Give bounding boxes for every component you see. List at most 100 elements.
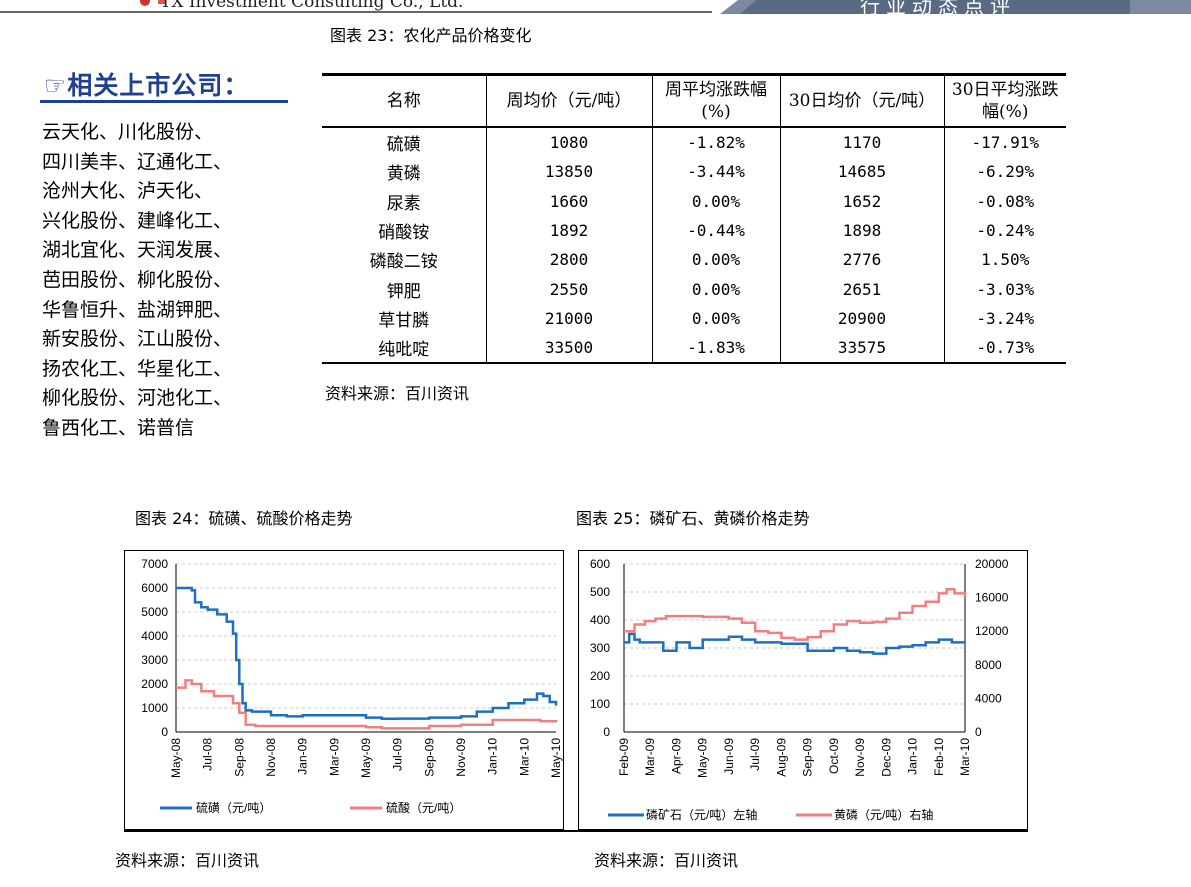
x-tick-label: Apr-09 (669, 738, 683, 774)
company-line: 华鲁恒升、盐湖钾肥、 (42, 298, 233, 321)
title-underline (40, 100, 288, 103)
series-line-yellow-phosphorus (624, 587, 967, 641)
series-line-phosphate-rock (624, 632, 965, 655)
product-name: 尿素 (386, 193, 421, 214)
table-row: 硫磺 1080 -1.82% 1170 -17.91% (322, 127, 1066, 158)
product-name: 硫磺 (386, 135, 421, 156)
table-row: 黄磷 13850 -3.44% 14685 -6.29% (322, 157, 1066, 187)
product-name: 钾肥 (386, 281, 421, 302)
chart24-source: 资料来源：百川资讯 (115, 851, 260, 870)
x-tick-label: Mar-10 (517, 738, 531, 776)
y-tick-label: 0 (161, 725, 168, 739)
weekly-price: 1892 (485, 215, 652, 246)
product-name: 磷酸二铵 (369, 252, 438, 273)
x-tick-label: Nov-08 (264, 738, 278, 777)
x-tick-label: Sep-09 (801, 738, 815, 777)
y-right-tick-label: 8000 (975, 658, 1002, 672)
weekly-price: 1660 (485, 186, 652, 216)
x-tick-label: Aug-09 (774, 738, 788, 777)
company-line: 云天化、川化股份、 (42, 121, 214, 143)
30day-price: 1898 (779, 215, 944, 246)
series-line-sulfuric-acid (176, 679, 558, 730)
x-tick-label: Mar-10 (958, 738, 972, 776)
x-tick-label: Jul-09 (748, 738, 762, 771)
30day-price: 2776 (779, 245, 944, 275)
legend-label: 磷矿石（元/吨）左轴 (646, 807, 757, 822)
y-tick-label: 3000 (141, 653, 168, 667)
table-header-row: 名称 周均价（元/吨） 周平均涨跌幅(%) 30日均价（元/吨） 30日平均涨跌… (322, 74, 1066, 127)
y-tick-label: 5000 (141, 605, 168, 619)
x-tick-label: May-09 (359, 738, 373, 778)
x-tick-label: Sep-08 (232, 738, 246, 777)
y-tick-label: 2000 (141, 677, 168, 691)
x-tick-label: Feb-10 (932, 738, 946, 776)
weekly-price: 33500 (485, 333, 652, 364)
y-left-tick-label: 200 (590, 669, 610, 683)
related-companies-title: ☞相关上市公司： (44, 71, 250, 100)
company-line: 扬农化工、华星化工、 (42, 357, 233, 380)
legend-label: 硫酸（元/吨） (386, 800, 461, 815)
header-weekly-change: 周平均涨跌幅(%) (651, 74, 780, 127)
weekly-price: 2800 (485, 245, 652, 275)
company-line: 新安股份、江山股份、 (42, 328, 233, 351)
weekly-price: 2550 (485, 274, 652, 304)
x-tick-label: Feb-09 (617, 738, 631, 776)
30day-price: 14685 (779, 157, 944, 187)
table-row: 尿素 1660 0.00% 1652 -0.08% (322, 186, 1066, 216)
chart-frame (124, 550, 564, 830)
table-source: 资料来源：百川资讯 (325, 384, 470, 403)
weekly-price: 1080 (485, 127, 652, 158)
company-line: 鲁西化工、诺普信 (42, 416, 195, 439)
series-line-sulfur (176, 586, 558, 721)
x-tick-label: Nov-09 (853, 738, 867, 777)
table-row: 硝酸铵 1892 -0.44% 1898 -0.24% (322, 215, 1066, 246)
y-left-tick-label: 500 (590, 585, 610, 599)
phosphate-price-chart: 0 100 200 300 400 500 600 0 4000 8000 12000 16000 20… (578, 550, 1028, 830)
header-name: 名称 (386, 91, 421, 111)
product-name: 黄磷 (386, 164, 421, 185)
table-row: 纯吡啶 33500 -1.83% 33575 -0.73% (322, 333, 1066, 364)
header-30day-change: 30日平均涨跌幅(%) (943, 74, 1066, 127)
weekly-price: 21000 (485, 303, 652, 334)
y-tick-label: 1000 (141, 701, 168, 715)
y-right-tick-label: 12000 (975, 624, 1009, 638)
chart24-caption: 图表 24：硫磺、硫酸价格走势 (135, 509, 353, 528)
x-tick-label: Mar-09 (643, 738, 657, 776)
x-tick-label: May-09 (696, 738, 710, 778)
y-tick-label: 4000 (141, 629, 168, 643)
table-caption: 图表 23：农化产品价格变化 (330, 26, 532, 45)
30day-change: -17.91% (943, 127, 1066, 158)
table-row: 钾肥 2550 0.00% 2651 -3.03% (322, 274, 1066, 304)
legend-label: 硫磺（元/吨） (196, 800, 271, 815)
company-line: 兴化股份、建峰化工、 (42, 209, 233, 232)
chart25-caption: 图表 25：磷矿石、黄磷价格走势 (576, 509, 810, 528)
weekly-change: 0.00% (651, 245, 780, 275)
30day-change: -0.08% (943, 186, 1066, 216)
30day-change: -3.03% (943, 274, 1066, 304)
company-line: 柳化股份、河池化工、 (42, 387, 233, 410)
x-tick-label: Jan-10 (486, 738, 500, 775)
30day-change: -3.24% (943, 303, 1066, 334)
x-tick-label: May-10 (549, 738, 563, 778)
header-30day-price: 30日均价（元/吨） (779, 74, 944, 127)
x-tick-label: Sep-09 (422, 738, 436, 777)
company-line: 芭田股份、柳化股份、 (42, 268, 233, 291)
30day-price: 1652 (779, 186, 944, 216)
weekly-change: 0.00% (651, 303, 780, 334)
chart-bottom-rule (124, 830, 1028, 832)
company-line: 湖北宜化、天润发展、 (42, 239, 233, 262)
30day-price: 20900 (779, 303, 944, 334)
legend-label: 黄磷（元/吨）右轴 (834, 807, 933, 822)
x-tick-label: Jan-10 (906, 738, 920, 775)
y-right-tick-label: 0 (975, 725, 982, 739)
y-left-tick-label: 0 (603, 725, 610, 739)
header-logo-text: TX Investment Consulting Co., Ltd. (160, 0, 464, 12)
y-left-tick-label: 400 (590, 613, 610, 627)
product-name: 硝酸铵 (378, 223, 430, 244)
y-right-tick-label: 4000 (975, 691, 1002, 705)
weekly-change: 0.00% (651, 186, 780, 216)
product-name: 纯吡啶 (378, 340, 430, 361)
x-tick-label: Dec-09 (879, 738, 893, 777)
y-left-tick-label: 600 (590, 557, 610, 571)
30day-change: -6.29% (943, 157, 1066, 187)
